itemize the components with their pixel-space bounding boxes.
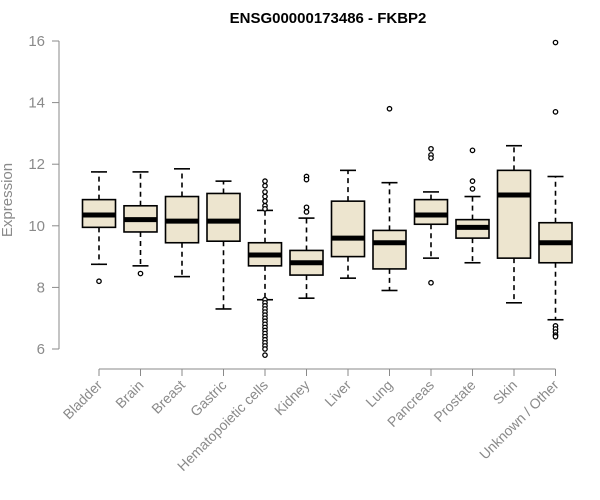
x-tick-label: Prostate — [430, 377, 478, 425]
box-group — [206, 180, 241, 310]
box — [206, 192, 241, 243]
box — [496, 169, 532, 259]
outlier-point — [96, 278, 102, 285]
outlier-point — [262, 346, 268, 352]
outlier-point — [303, 209, 310, 215]
x-tick-label: Breast — [148, 377, 188, 417]
x-tick-label: Skin — [490, 377, 521, 408]
x-tick-label: Unknown / Other — [476, 377, 562, 463]
outlier-point — [386, 105, 393, 112]
x-tick-label: Brain — [112, 377, 146, 411]
outlier-point — [552, 108, 559, 115]
outlier-point — [552, 39, 559, 46]
outlier-point — [262, 189, 268, 195]
box-group — [496, 144, 532, 304]
x-tick-label: Lung — [362, 377, 395, 410]
x-tick-label: Kidney — [271, 377, 313, 419]
y-axis: 6 8 10 12 14 16 — [28, 33, 60, 358]
box-group — [247, 178, 283, 359]
outlier-point — [469, 178, 476, 184]
y-axis-label: Expression — [0, 163, 16, 237]
outlier-point — [262, 193, 268, 200]
y-tick-label: 6 — [37, 341, 45, 358]
outlier-point — [262, 352, 268, 359]
x-tick-label: Bladder — [60, 377, 106, 423]
box-group — [81, 171, 117, 285]
box — [413, 198, 449, 226]
outlier-point — [303, 204, 310, 211]
outlier-point — [428, 155, 434, 161]
y-tick-label: 14 — [28, 95, 45, 112]
outlier-point — [469, 147, 476, 154]
box-group — [330, 169, 366, 279]
outlier-point — [262, 182, 268, 189]
outlier-point — [262, 178, 268, 184]
box-group — [455, 147, 490, 264]
outlier-point — [428, 145, 434, 152]
outlier-point — [303, 176, 310, 183]
x-tick-label: Liver — [321, 377, 354, 410]
boxes — [81, 39, 573, 359]
y-tick-label: 16 — [28, 33, 45, 50]
box-group — [289, 173, 324, 299]
box-group — [123, 171, 158, 277]
y-tick-label: 12 — [28, 156, 45, 173]
chart-title: ENSG00000173486 - FKBP2 — [230, 10, 427, 27]
outlier-point — [262, 206, 268, 212]
outlier-point — [428, 279, 434, 286]
outlier-point — [137, 270, 144, 277]
outlier-point — [552, 333, 559, 340]
box — [330, 200, 366, 258]
box-group — [538, 39, 573, 340]
box-group — [372, 105, 407, 292]
outlier-point — [469, 185, 476, 192]
box-group — [164, 168, 200, 278]
outlier-point — [262, 198, 268, 205]
y-tick-label: 10 — [28, 218, 45, 235]
box-group — [413, 145, 449, 286]
y-tick-label: 8 — [37, 279, 45, 296]
box — [372, 229, 407, 270]
